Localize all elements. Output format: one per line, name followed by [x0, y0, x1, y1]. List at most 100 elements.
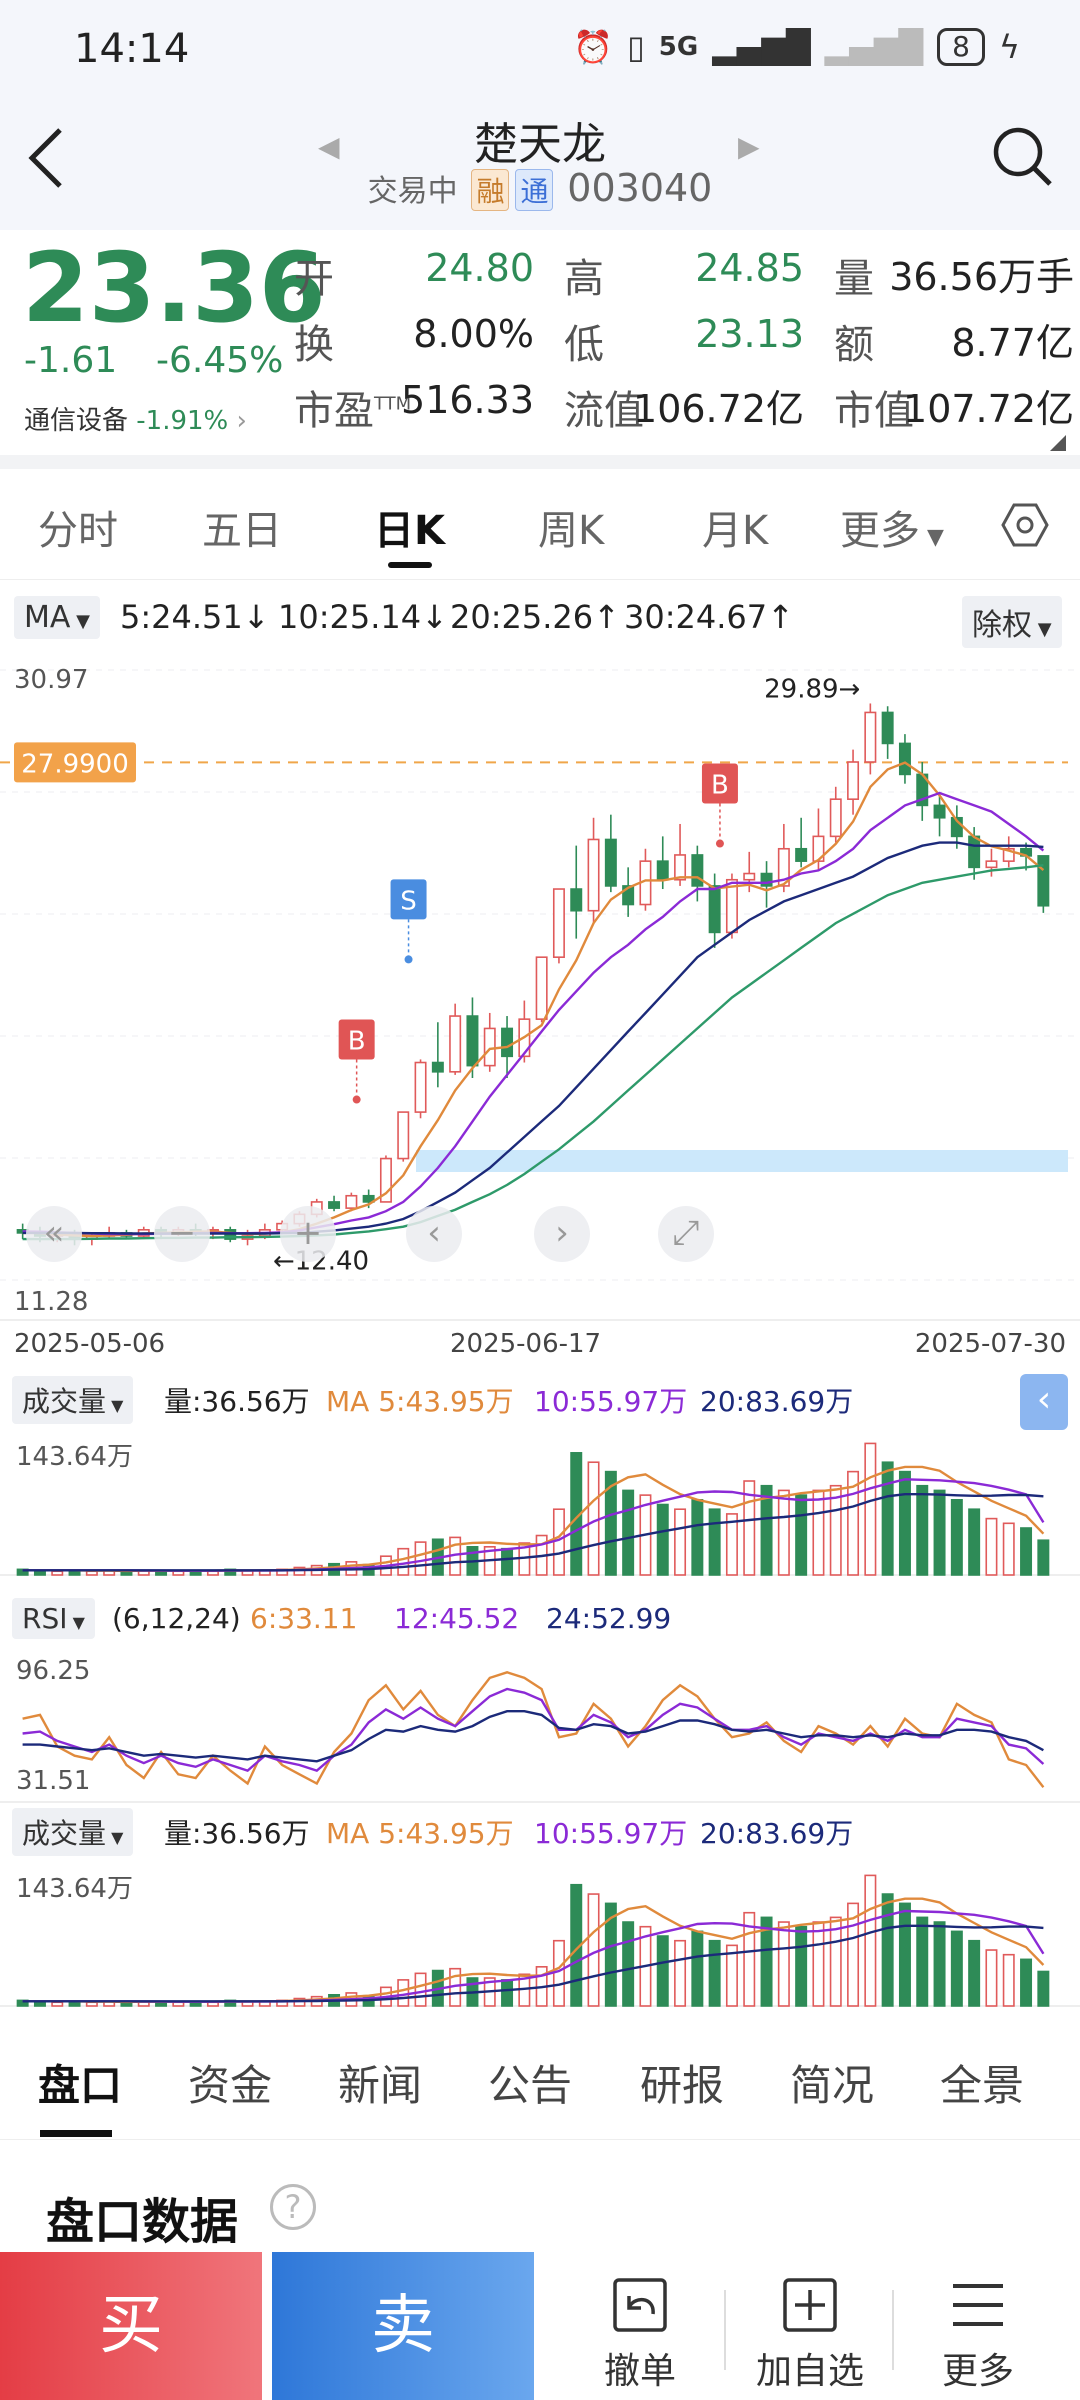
caret-down-icon: ▼	[106, 1828, 124, 1847]
volume-bar	[51, 2001, 64, 2007]
collapse-panel-button[interactable]: ‹	[1020, 1374, 1068, 1430]
volume-bar	[847, 1470, 860, 1576]
candle	[483, 1012, 496, 1072]
chart-controls: « − + ‹ › ⤢	[0, 1200, 1080, 1270]
vol-legend-item: 20:83.69万	[700, 1385, 854, 1418]
adjust-selector[interactable]: 除权 ▼	[962, 596, 1062, 648]
signal-marker[interactable]: B	[701, 763, 738, 848]
rsi-legend: RSI ▼ (6,12,24) 6:33.11 12:45.52 24:52.9…	[0, 1592, 1080, 1642]
expand-corner-icon[interactable]	[1050, 435, 1066, 451]
tab-research[interactable]: 研报	[640, 2061, 725, 2110]
fullscreen-control[interactable]: ⤢	[658, 1206, 714, 1262]
price-change: -1.61	[24, 340, 118, 381]
tab-five-day[interactable]: 五日	[202, 508, 282, 554]
candle	[881, 706, 894, 759]
volume-bar	[674, 1508, 687, 1576]
tab-funds[interactable]: 资金	[188, 2061, 273, 2110]
quote-row: 换 8.00% 低 23.13 额 8.77亿	[294, 312, 1074, 372]
volume-bar	[760, 1484, 773, 1576]
volume-selector-2[interactable]: 成交量 ▼	[12, 1808, 134, 1856]
volume-bar	[743, 1911, 756, 2007]
quote-label: 额	[834, 322, 874, 368]
tab-more[interactable]: 更多 ▼	[840, 498, 944, 556]
tab-news[interactable]: 新闻	[338, 2061, 423, 2110]
signal-marker[interactable]: S	[390, 879, 427, 964]
search-button[interactable]	[990, 124, 1054, 188]
zoom-in-control[interactable]: +	[280, 1206, 336, 1262]
volume-bar	[985, 1949, 998, 2007]
sector-link[interactable]: 通信设备 -1.91% ›	[24, 400, 247, 437]
tab-daily-k[interactable]: 日K	[374, 508, 445, 554]
rsi6-line	[22, 1671, 1045, 1788]
price-change-pct: -6.45%	[156, 340, 284, 381]
cancel-order-button[interactable]: 撤单	[560, 2252, 720, 2400]
ma20-line	[22, 841, 1044, 1235]
network-label: 5G	[658, 32, 699, 62]
y-bottom-label: 11.28	[14, 1287, 88, 1317]
volume-bar	[708, 1939, 721, 2007]
zoom-out-control[interactable]: −	[154, 1206, 210, 1262]
volume-bar	[777, 1921, 790, 2007]
ma-selector-label: MA	[24, 600, 71, 635]
volume-bar	[829, 1916, 842, 2007]
vol-legend-item: 10:55.97万	[534, 1817, 688, 1850]
settings-hexagon-icon	[1001, 503, 1049, 547]
volume-bar	[552, 1939, 565, 2007]
volume-bar	[777, 1489, 790, 1576]
volume-selector-1[interactable]: 成交量 ▼	[12, 1376, 134, 1424]
quote-label: 量	[834, 256, 874, 302]
back-button[interactable]	[18, 118, 88, 198]
rsi-layer	[0, 1671, 1080, 1803]
search-icon	[993, 127, 1052, 186]
more-button[interactable]: 更多	[898, 2252, 1058, 2400]
rsi-ytop-label: 96.25	[16, 1656, 91, 1686]
volume-bar	[933, 1489, 946, 1576]
tab-overview[interactable]: 全景	[940, 2061, 1025, 2110]
quote-value: 24.80	[425, 246, 534, 290]
volume-bar	[656, 1503, 669, 1576]
scroll-right-control[interactable]: ›	[534, 1206, 590, 1262]
scroll-left-control[interactable]: ‹	[406, 1206, 462, 1262]
rsi24-line	[22, 1709, 1044, 1763]
ma30-value: 30:24.67↑	[624, 598, 794, 636]
signal-marker[interactable]: B	[338, 1019, 375, 1104]
chart-settings-button[interactable]	[1000, 500, 1050, 554]
chevron-left-icon: ‹	[1036, 1379, 1052, 1420]
rsi-legend-item: 6:33.11	[250, 1602, 358, 1635]
tab-announcements[interactable]: 公告	[488, 2061, 573, 2110]
buy-button[interactable]: 买	[0, 2252, 262, 2400]
sell-button[interactable]: 卖	[272, 2252, 534, 2400]
volume-bar	[1002, 1522, 1015, 1576]
candle	[604, 814, 617, 893]
volume2-layer	[0, 1874, 1080, 2007]
volume-bar	[587, 1893, 600, 2007]
tab-fenshi[interactable]: 分时	[38, 508, 118, 554]
fast-back-control[interactable]: «	[26, 1206, 82, 1262]
cancel-order-label: 撤单	[603, 2351, 676, 2392]
add-watchlist-button[interactable]: 加自选	[730, 2252, 890, 2400]
ma-selector[interactable]: MA ▼	[14, 596, 100, 639]
tab-monthly-k[interactable]: 月K	[702, 508, 769, 554]
help-icon[interactable]: ?	[270, 2184, 316, 2230]
signal-label: B	[711, 771, 729, 801]
rsi-selector[interactable]: RSI ▼	[12, 1598, 95, 1639]
candle	[760, 861, 773, 908]
volume-bar	[674, 1939, 687, 2007]
candle	[933, 796, 946, 837]
ma5-value: 5:24.51↓	[120, 598, 270, 636]
tab-weekly-k[interactable]: 周K	[538, 508, 605, 554]
tab-profile[interactable]: 简况	[790, 2061, 875, 2110]
volume-bar	[397, 1547, 410, 1576]
tab-pankou[interactable]: 盘口	[38, 2061, 123, 2110]
volume-bar	[552, 1508, 565, 1576]
volume-bar	[968, 1508, 981, 1576]
volume-layer	[0, 1442, 1080, 1576]
next-stock-arrow-icon[interactable]: ▶	[738, 130, 760, 163]
quote-label: 开	[294, 256, 334, 302]
prev-stock-arrow-icon[interactable]: ◀	[318, 130, 340, 163]
volume-bar	[1020, 1958, 1033, 2007]
vol-legend-item: MA 5:43.95万	[326, 1817, 514, 1850]
candle	[1037, 855, 1050, 913]
candle	[864, 703, 877, 775]
